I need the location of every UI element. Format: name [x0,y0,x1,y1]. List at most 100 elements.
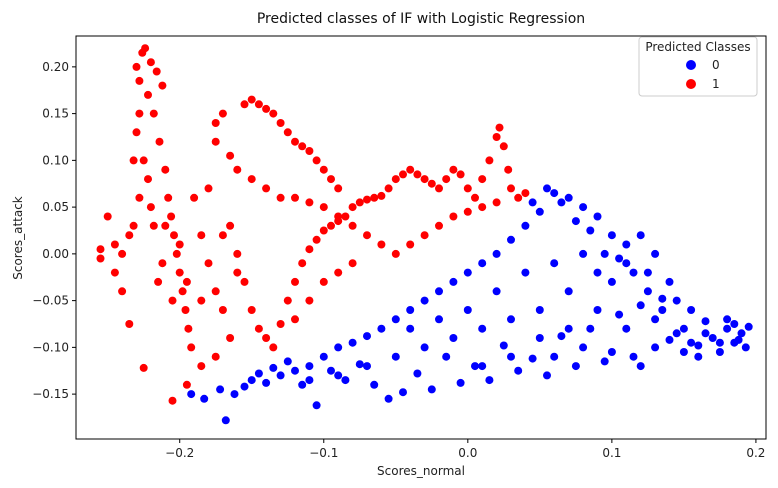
point-class-0 [420,296,429,305]
chart-title: Predicted classes of IF with Logistic Re… [257,11,585,27]
legend-label-1: 1 [712,77,720,91]
x-axis-label: Scores_normal [377,464,465,478]
point-class-0 [377,324,386,333]
point-class-0 [406,306,415,314]
point-class-1 [135,109,144,118]
point-class-1 [298,142,307,151]
point-class-0 [730,320,739,328]
point-class-1 [514,193,523,202]
point-class-0 [564,287,573,296]
point-class-1 [370,193,379,202]
point-class-0 [420,343,429,352]
point-class-1 [312,156,321,165]
point-class-0 [187,390,196,399]
point-class-1 [125,320,134,328]
point-class-0 [528,198,537,207]
point-class-1 [135,193,144,202]
point-class-0 [615,254,624,263]
point-class-1 [269,343,278,352]
point-class-0 [737,329,746,338]
point-class-1 [118,287,127,296]
point-class-0 [708,334,717,342]
point-class-0 [471,362,479,371]
point-class-1 [334,212,343,221]
point-class-0 [643,287,652,296]
point-class-0 [528,354,537,363]
point-class-1 [492,198,501,207]
point-class-0 [254,369,263,378]
point-class-0 [715,338,724,347]
point-class-0 [348,338,357,347]
point-class-1 [305,245,314,254]
point-class-0 [550,189,559,198]
y-tick-label: 0.05 [42,200,69,214]
point-class-1 [262,184,271,193]
point-class-0 [463,306,472,314]
point-class-0 [355,360,364,369]
point-class-0 [622,240,631,249]
point-class-0 [391,315,400,324]
point-class-1 [312,235,321,244]
point-class-0 [622,259,631,268]
point-class-1 [348,203,357,212]
point-class-0 [665,335,674,344]
point-class-0 [679,324,688,333]
point-class-0 [571,362,580,371]
point-class-0 [586,324,595,333]
point-class-1 [226,334,235,342]
point-class-0 [384,394,393,403]
point-class-1 [144,175,152,184]
point-class-1 [341,212,350,221]
points-layer [96,44,753,425]
point-class-1 [442,175,451,184]
point-class-0 [216,385,225,394]
point-class-0 [543,371,551,380]
x-tick-label: 0.0 [458,446,477,460]
point-class-1 [146,58,155,67]
point-class-0 [564,324,573,333]
point-class-1 [158,259,167,268]
point-class-0 [579,203,588,212]
point-class-1 [449,212,458,221]
point-class-1 [291,315,299,324]
point-class-0 [334,371,343,380]
point-class-1 [305,296,314,305]
point-class-0 [478,259,487,268]
plot-frame [75,35,767,440]
y-tick-label: 0.15 [42,107,69,121]
point-class-1 [449,165,458,174]
point-class-0 [658,306,667,314]
point-class-0 [492,249,501,258]
point-class-0 [370,380,379,389]
point-class-1 [406,165,415,174]
point-class-1 [319,226,328,235]
point-class-0 [312,401,321,410]
point-class-1 [175,240,184,249]
point-class-1 [305,147,314,155]
point-class-0 [665,277,674,286]
point-class-0 [579,249,588,258]
point-class-1 [507,184,515,193]
point-class-0 [363,362,371,371]
point-class-1 [435,221,443,230]
point-class-1 [305,198,314,207]
legend-marker-1 [686,79,696,89]
point-class-1 [355,198,364,207]
point-class-0 [463,268,472,277]
point-class-1 [175,268,184,277]
point-class-1 [204,259,213,268]
point-class-1 [463,207,472,216]
point-class-0 [221,416,230,425]
point-class-0 [571,217,580,226]
point-class-0 [478,362,487,371]
point-class-1 [96,254,105,263]
point-class-0 [593,306,602,314]
point-class-0 [593,268,602,277]
point-class-0 [521,268,530,277]
point-class-1 [291,277,299,286]
point-class-1 [420,175,429,184]
point-class-1 [168,396,177,405]
point-class-1 [399,170,407,179]
point-class-1 [254,100,263,109]
point-class-0 [723,315,732,324]
